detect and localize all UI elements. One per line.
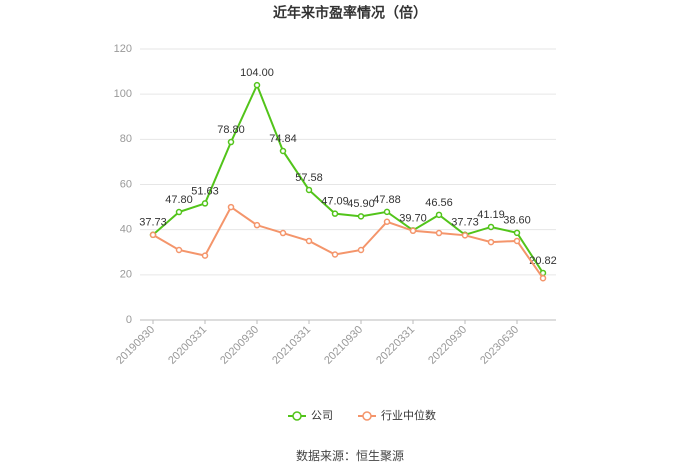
x-tick-label: 20220331 [374, 324, 417, 367]
point [487, 223, 495, 231]
point [305, 237, 313, 245]
point [175, 246, 183, 254]
point [149, 231, 157, 239]
series-line [152, 82, 544, 274]
x-tick-label: 20210331 [270, 324, 313, 367]
y-tick-label: 120 [114, 43, 132, 55]
point [383, 208, 391, 216]
data-label: 41.19 [477, 209, 505, 221]
point [539, 274, 547, 282]
point [227, 138, 235, 146]
source: 数据来源：恒生聚源 [296, 448, 404, 463]
data-label: 57.58 [295, 172, 323, 184]
data-label: 104.00 [240, 67, 274, 79]
x-tick-label: 20190930 [114, 324, 157, 367]
point [305, 186, 313, 194]
point [513, 237, 521, 245]
x-tick-label: 20200331 [166, 324, 209, 367]
legend-label: 公司 [311, 410, 333, 422]
point [279, 147, 287, 155]
x-tick-label: 20200930 [218, 324, 261, 367]
y-tick-label: 20 [120, 269, 132, 281]
data-label: 20.82 [529, 255, 557, 267]
data-label: 47.88 [373, 194, 401, 206]
point [435, 229, 443, 237]
point [175, 208, 183, 216]
point [253, 221, 261, 229]
y-tick-label: 80 [120, 133, 132, 145]
data-label: 51.63 [191, 185, 219, 197]
data-label: 45.90 [347, 198, 375, 210]
point [331, 251, 339, 258]
point [331, 210, 339, 217]
y-tick-label: 40 [120, 224, 132, 236]
data-label: 37.73 [139, 217, 167, 229]
x-tick-label: 20230630 [478, 324, 521, 367]
legend-marker [362, 411, 372, 421]
point [513, 229, 521, 237]
point [253, 81, 261, 89]
y-tick-label: 100 [114, 88, 132, 100]
point [201, 252, 209, 259]
series-line [152, 205, 544, 279]
point [487, 238, 495, 246]
point [201, 200, 209, 207]
data-label: 74.84 [269, 133, 297, 145]
point [357, 246, 365, 254]
data-label: 47.09 [321, 196, 349, 208]
legend-marker [292, 411, 302, 421]
point [383, 218, 391, 226]
y-tick-label: 0 [126, 314, 132, 326]
x-tick-label: 20210930 [322, 324, 365, 367]
point [435, 211, 443, 219]
legend-label: 行业中位数 [381, 408, 436, 422]
chart-title: 近年来市盈率情况（倍） [273, 5, 427, 21]
point [279, 229, 287, 237]
data-label: 46.56 [425, 197, 453, 209]
data-label: 37.73 [451, 217, 479, 229]
point [409, 227, 417, 235]
point [357, 213, 365, 220]
data-label: 39.70 [399, 212, 427, 224]
point [227, 203, 235, 211]
point [461, 232, 469, 239]
data-label: 78.80 [217, 124, 245, 136]
data-label: 38.60 [503, 215, 531, 227]
x-tick-label: 20220930 [426, 324, 469, 367]
data-label: 47.80 [165, 194, 193, 206]
y-tick-label: 60 [120, 178, 132, 190]
